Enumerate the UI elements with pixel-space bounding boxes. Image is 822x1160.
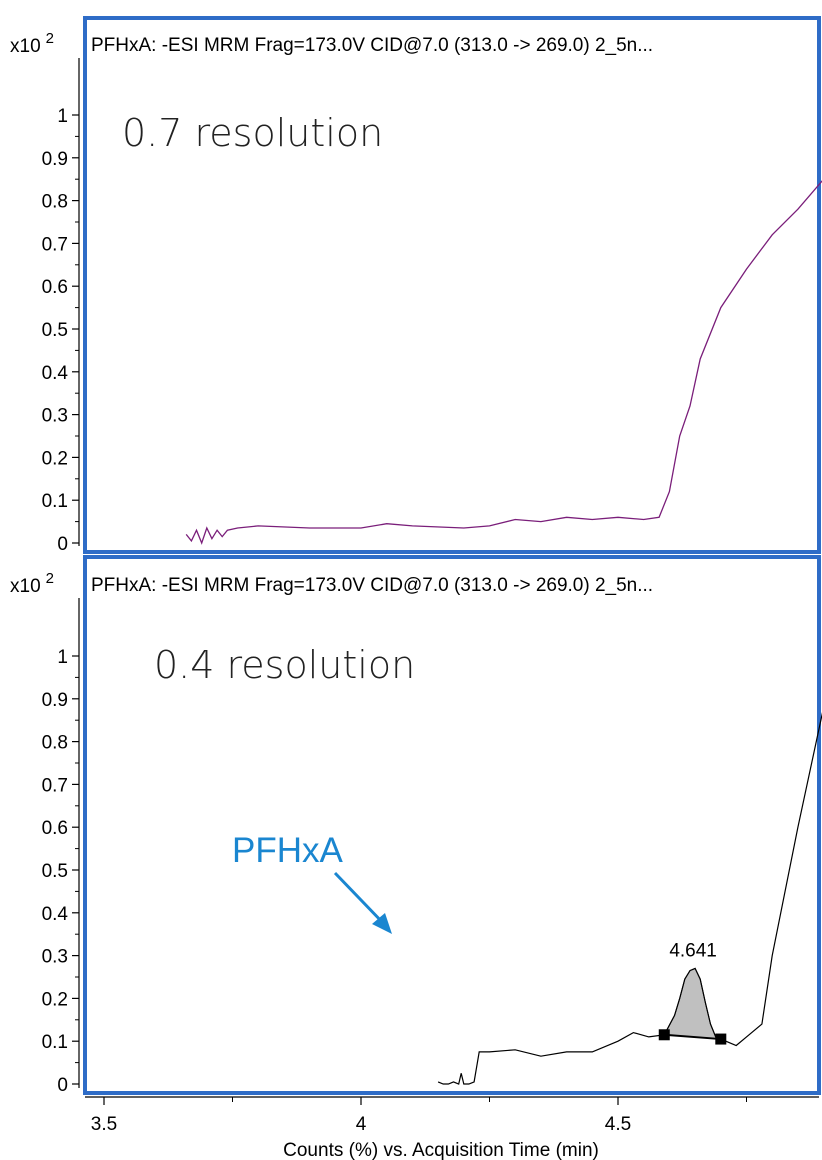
x-axis-ticks: 3.544.555.56 <box>91 1097 747 1135</box>
chromatogram-panel-bottom: x10 2 PFHxA: -ESI MRM Frag=173.0V CID@7.0… <box>10 555 822 1160</box>
peak-start-marker <box>658 1029 670 1041</box>
y-tick-label: 0.4 <box>42 904 69 925</box>
panel-frame <box>83 555 821 1095</box>
panel-title: PFHxA: -ESI MRM Frag=173.0V CID@7.0 (313… <box>91 35 653 56</box>
y-tick-label: 0.9 <box>42 149 68 170</box>
x-axis-title: Counts (%) vs. Acquisition Time (min) <box>283 1140 599 1160</box>
y-tick-label: 0 <box>57 534 68 555</box>
peak-baseline <box>664 1033 721 1041</box>
annotation-arrow-shaft <box>333 871 387 927</box>
x-tick-label: 3.5 <box>91 1114 117 1135</box>
series-line <box>185 180 822 545</box>
y-multiplier-label: x10 2 <box>10 570 54 597</box>
y-multiplier-label: x10 2 <box>10 30 54 57</box>
compound-annotation: PFHxA <box>232 831 344 870</box>
y-tick-label: 0.8 <box>42 733 68 754</box>
y-tick-label: 0.7 <box>42 775 68 796</box>
y-tick-label: 0.3 <box>42 406 68 427</box>
resolution-annotation: 0.4 resolution <box>154 643 415 687</box>
y-tick-label: 0.5 <box>42 861 68 882</box>
y-tick-label: 0.3 <box>42 947 68 968</box>
y-tick-label: 0.1 <box>42 1032 68 1053</box>
y-tick-label: 0.6 <box>42 818 68 839</box>
panel-frame <box>83 16 821 554</box>
annotation-arrow-head <box>372 913 392 934</box>
y-tick-label: 0.2 <box>42 448 68 469</box>
y-axis-ticks: 0 0.1 0.2 0.3 0.4 0.5 0.6 0.7 0.8 0.9 1 <box>42 647 79 1096</box>
panel-title: PFHxA: -ESI MRM Frag=173.0V CID@7.0 (313… <box>91 575 653 596</box>
x-tick-label: 4 <box>356 1114 367 1135</box>
y-tick-label: 1 <box>57 647 68 668</box>
y-tick-label: 0.2 <box>42 989 68 1010</box>
y-axis-ticks: 0 0.1 0.2 0.3 0.4 0.5 0.6 0.7 0.8 0.9 1 <box>42 106 79 555</box>
resolution-annotation: 0.7 resolution <box>122 111 383 155</box>
x-tick-label: 4.5 <box>605 1114 631 1135</box>
y-tick-label: 0.8 <box>42 192 68 213</box>
y-tick-label: 0.5 <box>42 320 68 341</box>
y-tick-label: 0.4 <box>42 363 69 384</box>
y-tick-label: 0.6 <box>42 277 68 298</box>
y-tick-label: 0.9 <box>42 690 68 711</box>
y-tick-label: 0 <box>57 1075 68 1096</box>
y-tick-label: 1 <box>57 106 68 127</box>
chromatogram-panel-top: x10 2 PFHxA: -ESI MRM Frag=173.0V CID@7.0… <box>10 16 822 555</box>
peak-end-marker <box>715 1033 727 1045</box>
y-tick-label: 0.7 <box>42 234 68 255</box>
retention-time-label: 4.641 <box>669 940 717 961</box>
series-line <box>437 711 822 1085</box>
y-tick-label: 0.1 <box>42 491 68 512</box>
